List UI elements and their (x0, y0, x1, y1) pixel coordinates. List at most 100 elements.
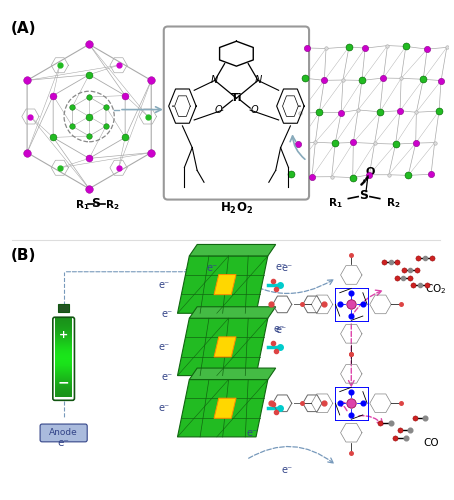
Polygon shape (214, 398, 236, 418)
Text: e⁻: e⁻ (282, 263, 293, 273)
Polygon shape (189, 368, 276, 380)
Bar (55, 392, 73, 394)
Bar (55, 325, 73, 326)
Bar (55, 334, 73, 335)
Polygon shape (178, 256, 268, 314)
Bar (55, 348, 73, 350)
Text: e⁻: e⁻ (274, 324, 285, 334)
Bar (55, 354, 73, 355)
Bar (55, 354, 73, 356)
Bar (55, 338, 73, 339)
Bar (55, 350, 73, 352)
Bar (55, 344, 73, 345)
Polygon shape (214, 274, 236, 294)
Bar (55, 386, 73, 388)
Bar (55, 340, 73, 341)
Text: e⁻: e⁻ (162, 372, 173, 382)
Bar (55, 341, 73, 342)
Text: S: S (360, 189, 369, 202)
Text: $\mathbf{R_1}$: $\mathbf{R_1}$ (328, 196, 342, 210)
Bar (55, 321, 73, 322)
Text: e⁻: e⁻ (58, 438, 69, 448)
Bar (55, 339, 73, 340)
Bar (55, 348, 73, 349)
Bar (55, 360, 73, 362)
Text: e⁻: e⁻ (158, 280, 170, 289)
Bar (55, 328, 73, 329)
Text: N: N (211, 76, 218, 86)
Bar (55, 329, 73, 330)
Bar (55, 320, 73, 321)
Polygon shape (178, 318, 268, 376)
Bar (55, 380, 73, 382)
Bar (55, 382, 73, 384)
Text: e⁻: e⁻ (276, 262, 287, 272)
Text: O: O (250, 105, 258, 115)
Bar (55, 378, 73, 380)
Bar (55, 390, 73, 392)
Bar (55, 324, 73, 325)
Bar (55, 331, 73, 332)
Bar (55, 319, 73, 320)
Bar (55, 358, 73, 359)
Bar (55, 343, 73, 344)
Bar (55, 366, 73, 368)
Bar (55, 356, 73, 357)
Bar (55, 350, 73, 351)
Bar (55, 335, 73, 336)
Text: CO: CO (423, 438, 439, 448)
Bar (55, 360, 73, 361)
Text: O: O (215, 105, 222, 115)
Text: $\mathbf{S}$: $\mathbf{S}$ (91, 196, 101, 209)
FancyBboxPatch shape (164, 26, 309, 200)
Text: (A): (A) (10, 20, 36, 36)
Bar (55, 332, 73, 333)
Bar (55, 358, 73, 360)
Bar (58, 304, 69, 312)
Text: e⁻: e⁻ (206, 263, 217, 273)
Text: e⁻: e⁻ (246, 428, 257, 438)
Bar (55, 336, 73, 337)
Polygon shape (178, 380, 268, 437)
Bar (55, 368, 73, 370)
FancyBboxPatch shape (40, 424, 87, 442)
Bar (55, 393, 73, 394)
Bar (55, 370, 73, 372)
Bar (55, 342, 73, 343)
Text: e⁻: e⁻ (158, 342, 170, 352)
Text: (B): (B) (10, 248, 36, 263)
Text: $\mathbf{R_2}$: $\mathbf{R_2}$ (385, 196, 400, 210)
Bar (55, 322, 73, 323)
Bar (55, 388, 73, 390)
Bar (55, 394, 73, 396)
Bar (55, 352, 73, 354)
Bar (55, 330, 73, 331)
Text: $\mathbf{R_1}$: $\mathbf{R_1}$ (74, 198, 89, 212)
Bar (55, 384, 73, 386)
Bar (55, 395, 73, 396)
Text: +: + (59, 330, 68, 340)
Bar (55, 362, 73, 364)
Bar (55, 396, 73, 398)
Polygon shape (189, 244, 276, 256)
Bar (55, 389, 73, 390)
Bar (55, 327, 73, 328)
Text: e⁻: e⁻ (158, 403, 170, 413)
Bar (55, 346, 73, 347)
Text: $\mathbf{R_2}$: $\mathbf{R_2}$ (105, 198, 119, 212)
Text: Ti: Ti (231, 93, 242, 103)
Bar (55, 333, 73, 334)
Polygon shape (214, 337, 236, 357)
Text: O: O (365, 167, 375, 177)
Bar (55, 323, 73, 324)
Bar (55, 356, 73, 358)
Text: $\mathbf{H_2O_2}$: $\mathbf{H_2O_2}$ (220, 200, 253, 216)
Bar (55, 346, 73, 348)
Text: e⁻: e⁻ (282, 464, 293, 474)
Text: −: − (58, 376, 69, 390)
Bar (55, 352, 73, 353)
Text: N: N (254, 76, 262, 86)
Bar (55, 326, 73, 327)
Text: CO$_2$: CO$_2$ (425, 282, 446, 296)
Text: Anode: Anode (49, 428, 78, 438)
